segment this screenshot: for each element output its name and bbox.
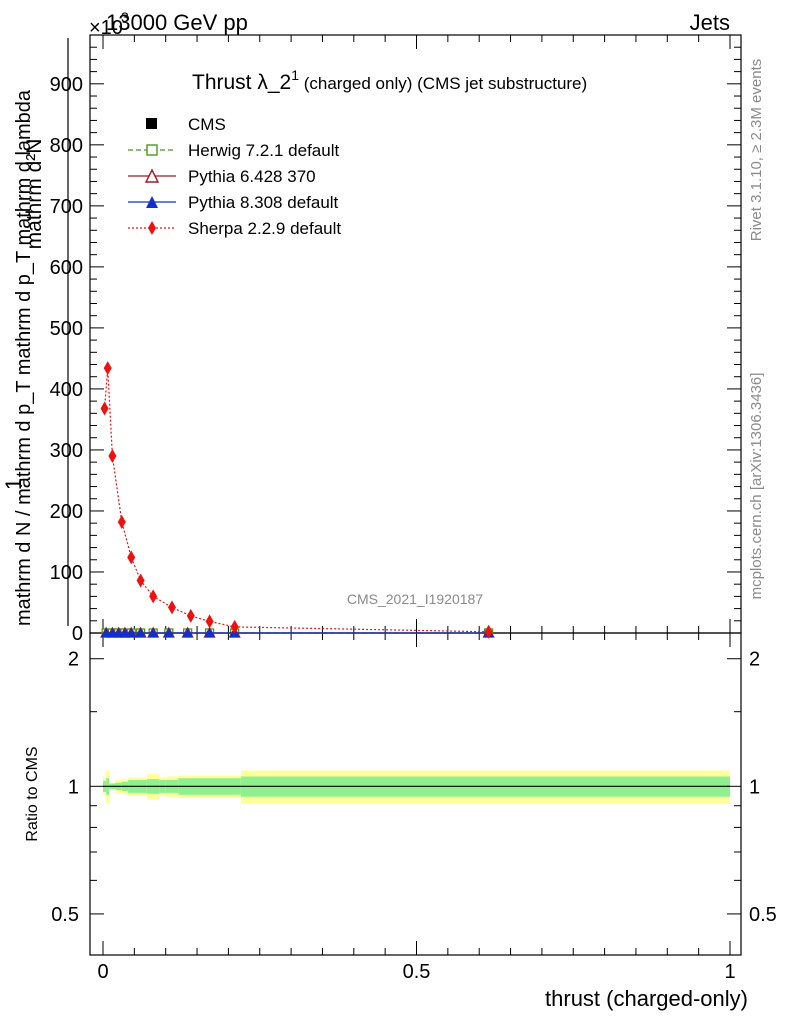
- data-point-pythia8: [126, 628, 137, 637]
- legend-marker-herwig: [146, 144, 158, 156]
- rivet-label: Rivet 3.1.10, ≥ 2.3M events: [748, 59, 765, 242]
- data-point-sherpa: [127, 550, 136, 565]
- plot-title: Thrust λ_21 (charged only) (CMS jet subs…: [192, 67, 587, 94]
- series-line: [103, 368, 489, 633]
- main-axis-ticks: 0 100 200 300 400 500 600 700 800 900: [50, 46, 741, 645]
- y-tick-label: 500: [50, 318, 83, 340]
- y-axis-label: mathrm d²N 1 mathrm d N / mathrm d p_T m…: [1, 38, 69, 626]
- y-tick-label: 700: [50, 196, 83, 218]
- y-tick-label: 100: [50, 562, 83, 584]
- ratio-y-tick-label-right: 1: [749, 776, 760, 798]
- y-axis-label-numerator: mathrm d²N: [23, 139, 46, 250]
- legend-label-sherpa: Sherpa 2.2.9 default: [188, 219, 341, 238]
- data-point-sherpa: [100, 401, 109, 416]
- ratio-y-axis-label: Ratio to CMS: [24, 746, 41, 841]
- data-point-pythia8: [113, 628, 124, 637]
- y-tick-label: 200: [50, 501, 83, 523]
- data-point-pythia8: [107, 628, 118, 637]
- ratio-y-tick-label: 1: [68, 776, 79, 798]
- legend-marker-pythia6: [144, 168, 160, 183]
- data-point-sherpa: [484, 624, 493, 639]
- data-point-pythia8: [148, 628, 159, 637]
- analysis-id: CMS_2021_I1920187: [347, 591, 483, 607]
- y-tick-label: 900: [50, 74, 83, 96]
- legend-marker-sherpa: [148, 221, 156, 235]
- data-point-sherpa: [205, 614, 214, 629]
- collision-label: 13000 GeV pp: [106, 10, 248, 35]
- legend-label-herwig: Herwig 7.2.1 default: [188, 141, 339, 160]
- legend: CMS Herwig 7.2.1 default Pythia 6.428 37…: [128, 115, 341, 238]
- y-tick-label: 0: [72, 623, 83, 645]
- data-point-sherpa: [167, 600, 176, 615]
- ratio-y-tick-label: 2: [68, 649, 79, 671]
- y-multiplier: ×10: [89, 17, 123, 39]
- series-pythia-8-308-default: [101, 628, 494, 637]
- ratio-y-tick-label-right: 0.5: [749, 904, 777, 926]
- legend-marker-pythia8: [146, 196, 158, 208]
- ratio-y-tick-label-right: 2: [749, 649, 760, 671]
- data-point-sherpa: [186, 608, 195, 623]
- ratio-axis-ticks: 0.5 0.5 1 1 2 2: [51, 649, 777, 926]
- data-point-sherpa: [103, 361, 112, 376]
- y-multiplier-exponent: 3: [121, 9, 129, 25]
- data-point-sherpa: [230, 619, 239, 634]
- data-point-pythia8: [182, 628, 193, 637]
- data-point-pythia8: [101, 628, 112, 637]
- x-axis-label: thrust (charged-only): [545, 986, 748, 1011]
- mcplots-label: mcplots.cern.ch [arXiv:1306.3436]: [748, 373, 765, 600]
- legend-label-cms: CMS: [188, 115, 226, 134]
- data-series: [100, 361, 495, 639]
- ratio-y-tick-label: 0.5: [51, 904, 79, 926]
- data-point-pythia8: [119, 628, 130, 637]
- x-tick-label: 0: [97, 961, 108, 983]
- process-label: Jets: [690, 10, 730, 35]
- x-tick-label: 1: [724, 961, 735, 983]
- legend-marker-cms: [146, 118, 157, 129]
- y-tick-label: 300: [50, 440, 83, 462]
- data-point-pythia8: [204, 628, 215, 637]
- legend-label-pythia6: Pythia 6.428 370: [188, 167, 316, 186]
- data-point-sherpa: [117, 514, 126, 529]
- y-tick-label: 800: [50, 135, 83, 157]
- series-sherpa-2-2-9-default: [100, 361, 493, 639]
- y-axis-label-one: 1: [1, 478, 26, 490]
- x-tick-label: 0.5: [403, 961, 431, 983]
- ratio-uncertainty-bands: [103, 770, 730, 804]
- data-point-sherpa: [108, 449, 117, 464]
- data-point-pythia8: [163, 628, 174, 637]
- y-tick-label: 400: [50, 379, 83, 401]
- data-point-sherpa: [149, 589, 158, 604]
- legend-label-pythia8: Pythia 8.308 default: [188, 193, 339, 212]
- y-tick-label: 600: [50, 257, 83, 279]
- y-axis-label-denominator: mathrm d N / mathrm d p_T mathrm d p_T m…: [13, 89, 35, 626]
- data-point-pythia8: [135, 628, 146, 637]
- data-point-sherpa: [136, 573, 145, 588]
